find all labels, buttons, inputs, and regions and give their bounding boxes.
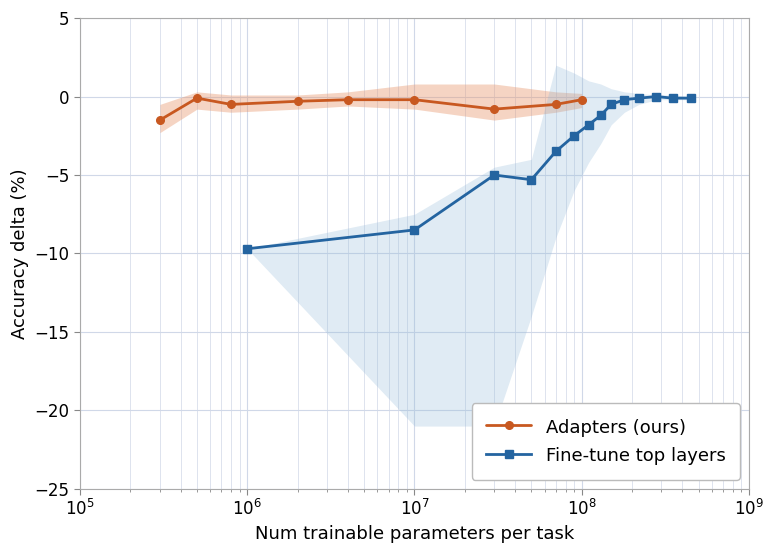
Adapters (ours) <box>490 106 499 112</box>
Adapters (ours) <box>343 96 353 103</box>
Fine-tune top layers <box>584 121 594 128</box>
Line: Fine-tune top layers: Fine-tune top layers <box>243 93 694 253</box>
Fine-tune top layers <box>596 112 605 119</box>
Adapters (ours) <box>577 96 587 103</box>
Adapters (ours) <box>155 117 164 124</box>
Fine-tune top layers <box>634 95 643 101</box>
Fine-tune top layers <box>490 172 499 178</box>
Legend: Adapters (ours), Fine-tune top layers: Adapters (ours), Fine-tune top layers <box>471 403 740 480</box>
Fine-tune top layers <box>410 227 419 233</box>
Fine-tune top layers <box>551 148 560 155</box>
Adapters (ours) <box>293 98 302 105</box>
Y-axis label: Accuracy delta (%): Accuracy delta (%) <box>11 168 29 339</box>
Fine-tune top layers <box>527 176 536 183</box>
Adapters (ours) <box>226 101 236 107</box>
Adapters (ours) <box>410 96 419 103</box>
Fine-tune top layers <box>687 95 696 101</box>
Fine-tune top layers <box>620 96 629 103</box>
Adapters (ours) <box>192 95 202 101</box>
Fine-tune top layers <box>607 101 616 107</box>
Fine-tune top layers <box>243 245 252 252</box>
Line: Adapters (ours): Adapters (ours) <box>156 94 586 124</box>
Fine-tune top layers <box>570 132 579 139</box>
Fine-tune top layers <box>668 95 677 101</box>
Adapters (ours) <box>551 101 560 107</box>
X-axis label: Num trainable parameters per task: Num trainable parameters per task <box>255 525 574 543</box>
Fine-tune top layers <box>652 93 661 100</box>
